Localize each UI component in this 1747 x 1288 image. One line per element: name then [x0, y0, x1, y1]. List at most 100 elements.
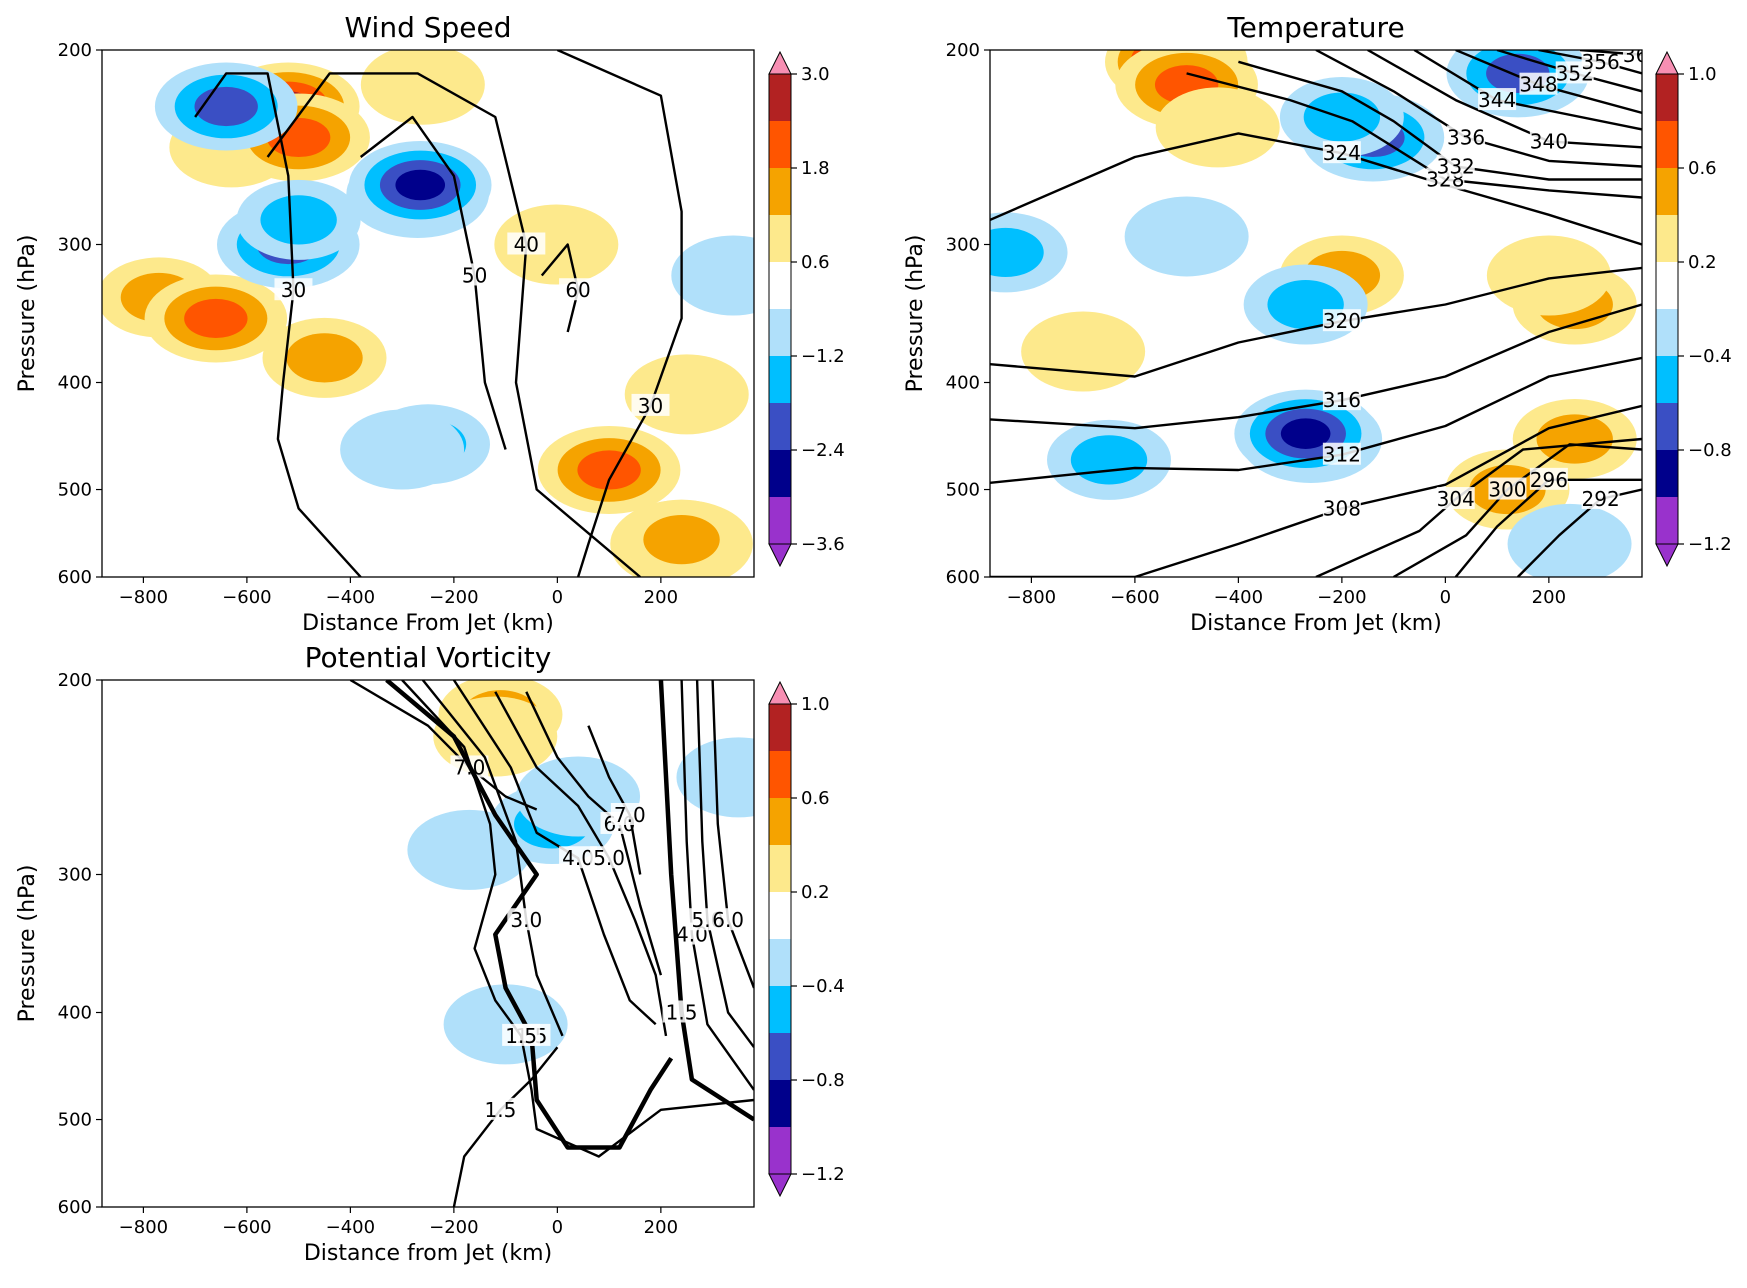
colorbar-segment — [769, 798, 791, 846]
contour-label: 292 — [1582, 487, 1620, 511]
y-tick-label: 300 — [58, 235, 92, 256]
y-tick-label: 400 — [58, 1003, 92, 1024]
x-tick-label: 200 — [1532, 587, 1566, 608]
contour-label-bg — [590, 846, 629, 869]
shaded-anomaly-7 — [1021, 311, 1146, 392]
contour-lines: 7.01.51.53.04.05.06.07.04.05.06.01.51.5 — [349, 680, 754, 1207]
colorbar-segment — [769, 121, 791, 169]
contour-label-bg — [610, 802, 649, 825]
x-tick-label: −800 — [119, 1217, 168, 1238]
contour-label: 1.5 — [505, 1024, 537, 1048]
contour-label-bg — [1519, 72, 1558, 95]
colorbar-tick-label: −0.8 — [801, 1070, 845, 1091]
y-tick-label: 500 — [946, 480, 980, 501]
colorbar-segment — [1656, 215, 1678, 263]
contour-label: 30 — [638, 394, 663, 418]
colorbar-segment — [1656, 356, 1678, 404]
contour-line-328 — [1186, 72, 1642, 199]
contour-label-bg — [1436, 154, 1475, 177]
colorbar: 1.0 0.6 0.2 −0.4 −0.8 −1.2 — [768, 680, 845, 1198]
contour-line-3.0 — [421, 680, 564, 1037]
colorbar-frame — [768, 703, 792, 1175]
colorbar-segment — [769, 751, 791, 799]
contour-label: 356 — [1582, 50, 1620, 74]
x-tick-label: −600 — [222, 587, 271, 608]
colorbar-segment — [769, 1127, 791, 1175]
colorbar-segment — [769, 497, 791, 545]
contour-label-bg — [502, 1023, 541, 1046]
x-tick-label: −600 — [222, 1217, 271, 1238]
contour-line-292 — [1516, 488, 1642, 577]
colorbar-tick-label: −0.4 — [801, 976, 845, 997]
contour-line-6.0 — [525, 691, 663, 976]
colorbar-segment — [769, 215, 791, 263]
contour-label: 30 — [281, 278, 306, 302]
x-tick-label: −400 — [326, 587, 375, 608]
y-tick-label: 600 — [58, 567, 92, 588]
colorbar-segment — [769, 262, 791, 310]
y-axis-label: Pressure (hPa) — [15, 235, 40, 393]
x-tick-label: −400 — [1214, 587, 1263, 608]
contour-label-bg — [1488, 477, 1527, 500]
colorbar-segment — [769, 1033, 791, 1081]
contour-label: 4.0 — [562, 846, 594, 870]
colorbar-frame — [768, 73, 792, 545]
x-tick-label: −800 — [119, 587, 168, 608]
colorbar-tick-label: −1.2 — [801, 1164, 845, 1185]
contour-line-7.0 — [587, 725, 642, 875]
colorbar-tick-label: 0.6 — [801, 788, 830, 809]
contour-label-bg — [662, 1000, 701, 1023]
contour-line-296 — [1454, 478, 1642, 577]
contour-label: 304 — [1437, 487, 1475, 511]
x-tick-label: −400 — [326, 1217, 375, 1238]
contour-line-1.5 — [401, 680, 754, 1158]
contour-line-6.0 — [711, 680, 754, 989]
colorbar-tick-label: 0.6 — [801, 252, 830, 273]
contour-label-bg — [1478, 88, 1517, 111]
contour-label: 336 — [1447, 125, 1485, 149]
contour-label: 344 — [1478, 88, 1516, 112]
contour-label-bg — [709, 908, 748, 931]
contour-label: 300 — [1488, 478, 1526, 502]
colorbar-frame — [1655, 73, 1679, 545]
chart-title: Potential Vorticity — [305, 641, 552, 674]
contour-fill-field: 30 40 50 60 30 — [102, 50, 754, 577]
shaded-anomaly-17 — [1124, 196, 1249, 277]
colorbar-extend-min — [1655, 543, 1679, 568]
contour-line-60 — [540, 243, 580, 333]
contour-label: 1.5 — [666, 1001, 698, 1025]
y-tick-label: 400 — [946, 372, 980, 393]
colorbar-tick-label: 3.0 — [801, 64, 830, 85]
plot-frame — [101, 49, 755, 578]
contour-label: 3.0 — [510, 908, 542, 932]
colorbar-tick-label: 1.0 — [1688, 64, 1717, 85]
y-tick-label: 600 — [946, 567, 980, 588]
y-tick-label: 300 — [946, 235, 980, 256]
shaded-anomaly-8 — [577, 450, 641, 490]
chart-title: Wind Speed — [344, 11, 511, 44]
contour-label-bg — [1581, 50, 1620, 72]
contour-label: 50 — [462, 263, 487, 287]
contour-label-bg — [1447, 125, 1486, 148]
colorbar-segment — [769, 309, 791, 357]
colorbar-segment — [1656, 74, 1678, 122]
colorbar-segment — [769, 168, 791, 216]
colorbar-tick-label: −2.4 — [801, 440, 845, 461]
y-tick-label: 300 — [58, 865, 92, 886]
contour-line-50 — [359, 115, 507, 450]
contour-label: 348 — [1519, 73, 1557, 97]
contour-label-bg — [1623, 50, 1642, 65]
shaded-anomaly-14 — [260, 195, 337, 245]
x-tick-label: −800 — [1007, 587, 1056, 608]
colorbar: 3.0 1.8 0.6 −1.2 −2.4 −3.6 — [768, 50, 845, 568]
contour-line-332 — [1238, 60, 1642, 181]
colorbar-segment — [769, 74, 791, 122]
contour-label: 312 — [1323, 443, 1361, 467]
colorbar-tick-label: −3.6 — [801, 534, 845, 555]
contour-label-bg — [1322, 442, 1361, 465]
shaded-anomaly-2 — [184, 298, 248, 339]
shaded-anomaly-19 — [671, 235, 754, 316]
colorbar-segment — [1656, 497, 1678, 545]
